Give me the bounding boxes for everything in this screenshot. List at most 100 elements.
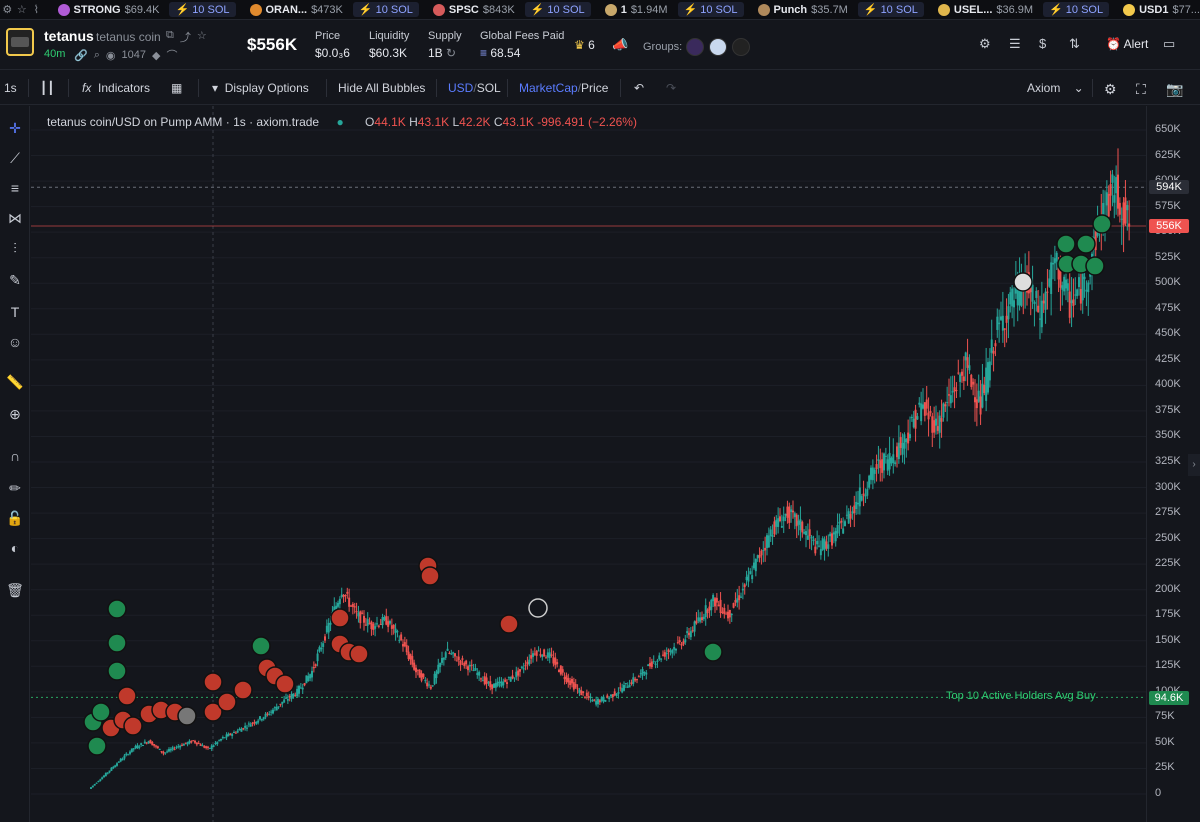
- trade-bubble: [275, 674, 295, 694]
- candle-body: [138, 746, 141, 748]
- candle-body: [797, 520, 800, 525]
- candle-body: [610, 694, 612, 697]
- pattern-icon[interactable]: ⋈: [8, 210, 22, 226]
- candle-body: [567, 677, 570, 683]
- quick-buy-button[interactable]: ⚡ 10 SOL: [352, 2, 419, 17]
- star-icon[interactable]: ☆: [16, 4, 27, 16]
- ticker-item[interactable]: SPSC $843K ⚡ 10 SOL: [432, 2, 591, 17]
- candle-body: [188, 740, 191, 744]
- social-icon[interactable]: ◆: [151, 49, 161, 62]
- provider-select[interactable]: Axiom ⌄: [1027, 81, 1084, 95]
- ticker-item[interactable]: USEL... $36.9M ⚡ 10 SOL: [937, 2, 1110, 17]
- candle-body: [314, 664, 317, 666]
- lock-draw-icon[interactable]: ✏: [9, 480, 21, 496]
- candle-body: [184, 742, 187, 744]
- layout-icon[interactable]: ▭: [1163, 36, 1176, 51]
- price-scale[interactable]: 650K625K600K575K550K525K500K475K450K425K…: [1146, 106, 1200, 822]
- ruler-icon[interactable]: 📏: [6, 374, 24, 390]
- undo-icon[interactable]: ↶: [634, 81, 645, 95]
- zoom-icon[interactable]: ⊕: [9, 406, 21, 422]
- candle-body: [905, 439, 908, 443]
- megaphone-icon[interactable]: 📣: [612, 37, 629, 52]
- sliders-icon[interactable]: ☰: [1009, 36, 1021, 51]
- candle-type-icon[interactable]: ┃┃: [40, 81, 55, 95]
- candle-body: [301, 687, 304, 690]
- chart-icon[interactable]: ⌇: [33, 4, 39, 16]
- visibility-icon[interactable]: ◐: [10, 540, 20, 556]
- trendline-icon[interactable]: ⟋: [10, 150, 20, 166]
- currency-toggle[interactable]: USD/SOL: [448, 81, 501, 95]
- quick-buy-button[interactable]: ⚡ 10 SOL: [857, 2, 924, 17]
- price-chart[interactable]: tetanus coin/USD on Pump AMM · 1s · axio…: [31, 106, 1146, 822]
- redo-icon[interactable]: ↷: [666, 81, 677, 95]
- prediction-icon[interactable]: ⫶: [13, 240, 17, 256]
- alert-button[interactable]: ⏰ Alert: [1106, 37, 1149, 51]
- quick-buy-button[interactable]: ⚡ 10 SOL: [524, 2, 591, 17]
- group-avatar[interactable]: [686, 38, 704, 56]
- interval-button[interactable]: 1s: [4, 81, 17, 95]
- candle-body: [773, 521, 776, 535]
- ticker-item[interactable]: USD1 $77...: [1123, 2, 1200, 17]
- indicators-button[interactable]: fx Indicators: [82, 81, 151, 95]
- hide-bubbles-button[interactable]: Hide All Bubbles: [338, 81, 426, 95]
- candle-body: [552, 657, 555, 664]
- candle-body: [1113, 195, 1116, 203]
- token-avatar-icon: [249, 3, 262, 16]
- candle-body: [619, 687, 622, 689]
- candle-body: [500, 681, 503, 687]
- ticker-item[interactable]: ORAN... $473K ⚡ 10 SOL: [249, 2, 419, 17]
- favorite-icon[interactable]: ☆: [196, 30, 207, 42]
- display-options-button[interactable]: ▾ Display Options: [212, 81, 309, 95]
- swap-icon[interactable]: ⇅: [1069, 36, 1080, 51]
- ticker-item[interactable]: 1 $1.94M ⚡ 10 SOL: [604, 2, 744, 17]
- quick-buy-button[interactable]: ⚡ 10 SOL: [169, 2, 236, 17]
- trade-bubble: [1076, 234, 1096, 254]
- chart-settings-icon[interactable]: ⚙: [1104, 81, 1117, 97]
- candle-body: [701, 617, 703, 621]
- lock-icon[interactable]: 🔓: [6, 510, 24, 526]
- search-icon[interactable]: ⌕: [93, 48, 100, 61]
- text-icon[interactable]: T: [10, 304, 20, 320]
- crown-badge[interactable]: ♛ 6: [574, 38, 595, 52]
- candle-body: [574, 683, 577, 688]
- settings-icon[interactable]: ⚙: [2, 4, 13, 16]
- copy-icon[interactable]: ⧉: [166, 29, 174, 41]
- trash-icon[interactable]: 🗑: [6, 582, 24, 598]
- fullscreen-icon[interactable]: ⛶: [1136, 81, 1146, 97]
- ticker-symbol: USD1: [1139, 3, 1169, 16]
- candle-body: [702, 616, 705, 620]
- price-tick-label: 650K: [1155, 123, 1181, 135]
- fib-icon[interactable]: ≡: [10, 180, 20, 196]
- link-alt-icon[interactable]: ⌒: [166, 50, 178, 62]
- candle-body: [938, 415, 941, 433]
- quick-buy-button[interactable]: ⚡ 10 SOL: [677, 2, 744, 17]
- magnet-icon[interactable]: ∩: [9, 448, 21, 464]
- candle-body: [979, 396, 982, 415]
- high-price-tag: 594K: [1149, 180, 1189, 194]
- gear-icon[interactable]: ⚙: [979, 36, 991, 51]
- candle-body: [517, 670, 520, 676]
- candle-body: [927, 412, 930, 420]
- crosshair-icon[interactable]: ✛: [9, 120, 21, 136]
- emoji-icon[interactable]: ☺: [7, 334, 23, 350]
- ticker-item[interactable]: Punch $35.7M ⚡ 10 SOL: [757, 2, 924, 17]
- token-avatar-icon: [604, 3, 617, 16]
- share-icon[interactable]: ⤴: [179, 32, 191, 44]
- candle-body: [584, 696, 586, 698]
- chart-canvas[interactable]: [31, 106, 1146, 822]
- group-avatar[interactable]: [709, 38, 727, 56]
- brush-icon[interactable]: ✎: [9, 272, 21, 288]
- dollar-icon[interactable]: $: [1039, 36, 1047, 51]
- group-avatar[interactable]: [732, 38, 750, 56]
- mcap-price-toggle[interactable]: MarketCap/Price: [519, 81, 609, 95]
- candle-body: [444, 652, 447, 658]
- screenshot-icon[interactable]: 📷: [1166, 81, 1184, 97]
- ticker-item[interactable]: STRONG $69.4K ⚡ 10 SOL: [57, 2, 236, 17]
- candle-body: [233, 732, 235, 734]
- layouts-icon[interactable]: ▦: [171, 81, 183, 95]
- quick-buy-button[interactable]: ⚡ 10 SOL: [1043, 2, 1110, 17]
- candle-body: [558, 669, 560, 673]
- chevron-right-icon[interactable]: ›: [1188, 454, 1200, 476]
- link-icon[interactable]: 🔗: [74, 49, 88, 62]
- candle-body: [935, 418, 937, 426]
